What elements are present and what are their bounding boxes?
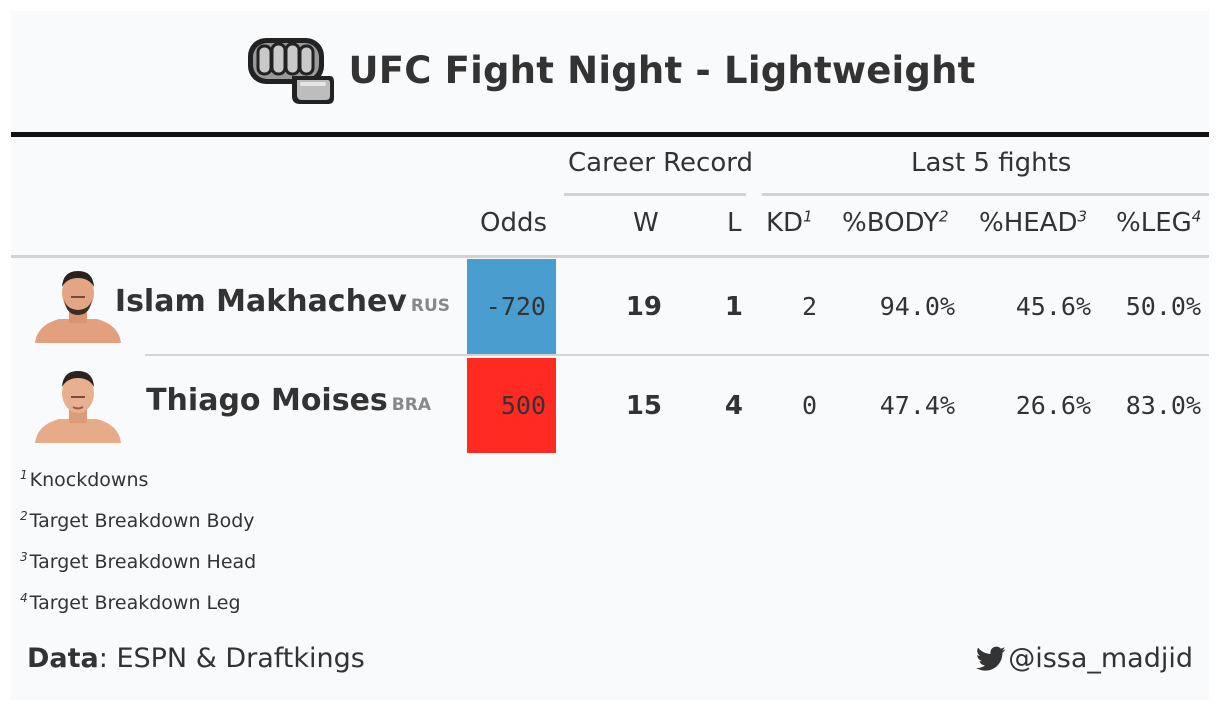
- footnote-head: 3 Target Breakdown Head: [20, 549, 257, 573]
- col-header-odds: Odds: [480, 208, 548, 238]
- header-divider: [11, 255, 1209, 258]
- author-handle: @issa_madjid: [976, 643, 1193, 674]
- col-header-losses: L: [727, 208, 742, 238]
- fist-icon: [248, 38, 335, 104]
- col-header-head: %HEAD3: [979, 207, 1088, 238]
- wins-value: 15: [625, 391, 662, 421]
- footnote-body: 2 Target Breakdown Body: [20, 508, 255, 532]
- body-value: 94.0%: [879, 292, 955, 321]
- group-header-career: Career Record: [568, 148, 753, 178]
- fighter-name-row: Thiago Moises BRA: [146, 383, 431, 418]
- group-rule-last5: [762, 193, 1209, 196]
- col-header-body: %BODY2: [842, 207, 949, 238]
- col-header-leg: %LEG4: [1116, 207, 1202, 238]
- leg-value: 83.0%: [1125, 391, 1201, 420]
- odds-cell: -720: [467, 259, 556, 354]
- fighter-photo-makhachev: [35, 271, 121, 343]
- fighter-photo-moises: [35, 371, 121, 443]
- col-header-wins: W: [633, 208, 659, 238]
- leg-value: 50.0%: [1125, 292, 1201, 321]
- losses-value: 4: [724, 391, 743, 421]
- odds-cell: 500: [467, 358, 556, 453]
- losses-value: 1: [724, 292, 743, 322]
- title-divider: [11, 132, 1209, 137]
- head-value: 45.6%: [1015, 292, 1091, 321]
- kd-value: 2: [801, 292, 817, 321]
- kd-value: 0: [801, 391, 817, 420]
- twitter-icon: [976, 646, 1006, 671]
- wins-value: 19: [625, 292, 662, 322]
- col-header-kd: KD1: [766, 207, 813, 238]
- body-value: 47.4%: [879, 391, 955, 420]
- data-source: Data: ESPN & Draftkings: [27, 643, 365, 674]
- fighter-name-row: Islam Makhachev RUS: [114, 284, 450, 319]
- footnote-leg: 4 Target Breakdown Leg: [20, 590, 241, 614]
- head-value: 26.6%: [1015, 391, 1091, 420]
- row-divider: [145, 354, 1209, 356]
- group-header-last5: Last 5 fights: [911, 148, 1072, 178]
- page-title: UFC Fight Night - Lightweight: [348, 48, 976, 92]
- title-bar: UFC Fight Night - Lightweight: [11, 11, 1209, 129]
- footnote-kd: 1 Knockdowns: [20, 467, 149, 491]
- group-rule-career: [564, 193, 746, 196]
- fight-card-table: UFC Fight Night - Lightweight Career Rec…: [11, 11, 1209, 700]
